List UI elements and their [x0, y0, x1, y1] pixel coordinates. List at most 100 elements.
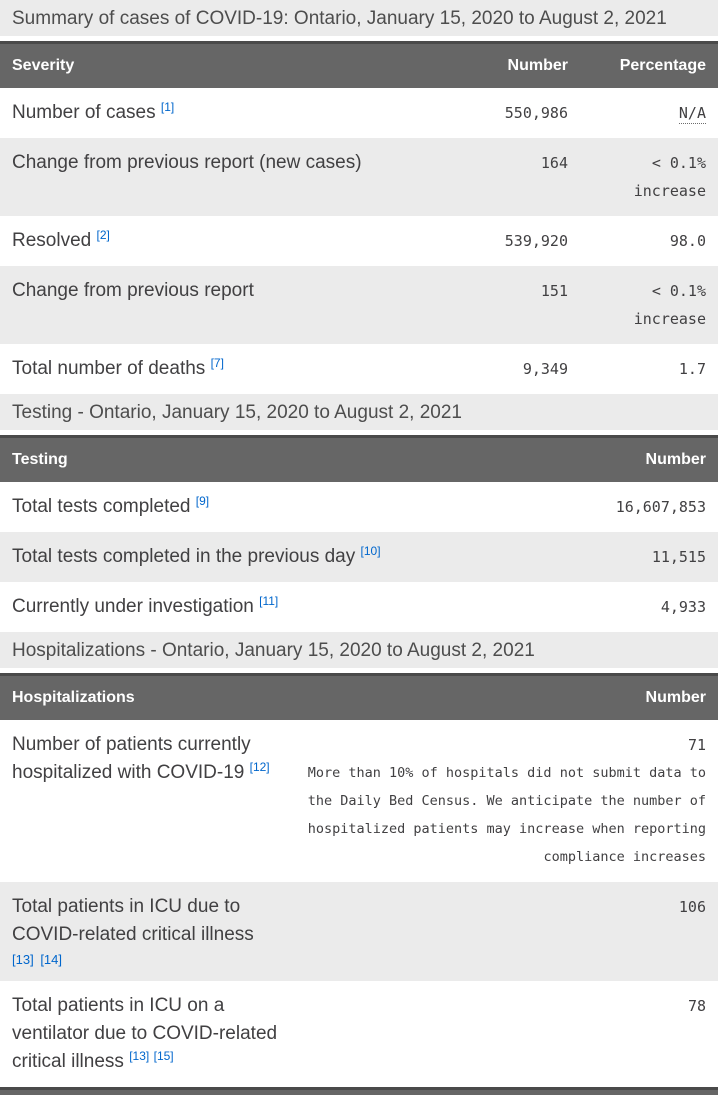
row-number: 71	[687, 736, 706, 754]
footnote-link[interactable]: [2]	[96, 227, 110, 242]
row-label: Resolved	[12, 230, 92, 251]
row-label-cell: Total tests completed [9]	[0, 482, 538, 532]
row-percentage-cell: N/A	[580, 88, 718, 138]
testing-table: Testing Number Total tests completed [9]…	[0, 435, 718, 632]
column-header-severity: Severity	[0, 41, 430, 88]
table-row: Total patients in ICU due to COVID-relat…	[0, 882, 718, 981]
partial-next-table-header	[0, 1087, 718, 1095]
column-header-number: Number	[295, 673, 718, 720]
footnote-link[interactable]: [11]	[259, 593, 279, 608]
hospitalizations-table: Hospitalizations Number Number of patien…	[0, 673, 718, 1087]
na-abbreviation: N/A	[678, 104, 706, 124]
column-header-number: Number	[538, 435, 718, 482]
footnote-link[interactable]: [1]	[160, 99, 175, 114]
row-label: Currently under investigation	[12, 596, 254, 617]
hospitalizations-section-title: Hospitalizations - Ontario, January 15, …	[0, 632, 718, 668]
percentage-line: < 0.1%	[651, 282, 706, 300]
table-row: Currently under investigation [11] 4,933	[0, 582, 718, 632]
row-number: 550,986	[504, 104, 568, 122]
row-number: 78	[687, 997, 706, 1015]
footnote-link[interactable]: [10]	[360, 543, 381, 558]
row-label-cell: Change from previous report	[0, 266, 430, 344]
footnote-link[interactable]: [7]	[210, 355, 224, 370]
severity-table: Severity Number Percentage Number of cas…	[0, 41, 718, 394]
row-number: 539,920	[504, 232, 568, 250]
table-row: Number of cases [1] 550,986 N/A	[0, 88, 718, 138]
row-number: 151	[540, 282, 568, 300]
row-percentage-cell: 98.0	[580, 216, 718, 266]
percentage-line: < 0.1%	[651, 154, 706, 172]
row-label: Total tests completed in the previous da…	[12, 546, 356, 567]
severity-section: Severity Number Percentage Number of cas…	[0, 41, 718, 394]
row-number: 16,607,853	[615, 498, 706, 516]
row-number-cell: 71 More than 10% of hospitals did not sub…	[295, 720, 718, 882]
footnote-refs: [13] [14]	[12, 950, 283, 970]
row-number: 106	[678, 898, 706, 916]
page-title: Summary of cases of COVID-19: Ontario, J…	[0, 0, 718, 36]
row-label: Total number of deaths	[12, 358, 206, 379]
testing-table-header-row: Testing Number	[0, 435, 718, 482]
row-label: Change from previous report (new cases)	[12, 152, 362, 173]
row-label-cell: Change from previous report (new cases)	[0, 138, 430, 216]
percentage-line: N/A	[592, 99, 706, 127]
footnote-refs: [10]	[361, 542, 381, 559]
row-number-cell: 106	[295, 882, 718, 981]
table-row: Change from previous report (new cases) 1…	[0, 138, 718, 216]
row-percentage-cell: < 0.1% increase	[580, 266, 718, 344]
column-header-number: Number	[430, 41, 580, 88]
row-label: Number of patients currently hospitalize…	[12, 734, 251, 783]
row-label: Total tests completed	[12, 496, 191, 517]
row-number-cell: 16,607,853	[538, 482, 718, 532]
percentage-line: 1.7	[678, 360, 706, 378]
percentage-line: increase	[633, 182, 706, 200]
footnote-link[interactable]: [15]	[153, 1048, 174, 1063]
footnote-link[interactable]: [12]	[249, 759, 270, 774]
footnote-link[interactable]: [13]	[129, 1048, 150, 1063]
row-label-cell: Resolved [2]	[0, 216, 430, 266]
footnote-link[interactable]: [14]	[40, 952, 62, 967]
footnote-link[interactable]: [13]	[12, 952, 34, 967]
row-number-cell: 539,920	[430, 216, 580, 266]
footnote-refs: [9]	[196, 492, 209, 509]
row-label: Total patients in ICU due to COVID-relat…	[12, 896, 254, 945]
row-note: More than 10% of hospitals did not submi…	[307, 765, 706, 865]
column-header-testing: Testing	[0, 435, 538, 482]
table-row: Resolved [2] 539,920 98.0	[0, 216, 718, 266]
footnote-link[interactable]: [9]	[195, 493, 210, 508]
column-header-percentage: Percentage	[580, 41, 718, 88]
column-header-hospitalizations: Hospitalizations	[0, 673, 295, 720]
row-number-cell: 4,933	[538, 582, 718, 632]
table-row: Change from previous report 151 < 0.1% incr…	[0, 266, 718, 344]
row-number-cell: 151	[430, 266, 580, 344]
row-percentage-cell: < 0.1% increase	[580, 138, 718, 216]
row-label-cell: Total patients in ICU due to COVID-relat…	[0, 882, 295, 981]
footnote-refs: [1]	[161, 98, 174, 115]
row-label-cell: Number of cases [1]	[0, 88, 430, 138]
percentage-line: 98.0	[669, 232, 706, 250]
testing-section: Testing - Ontario, January 15, 2020 to A…	[0, 394, 718, 632]
row-number-cell: 78	[295, 981, 718, 1087]
row-label-cell: Number of patients currently hospitalize…	[0, 720, 295, 882]
table-row: Number of patients currently hospitalize…	[0, 720, 718, 882]
row-label-cell: Total number of deaths [7]	[0, 344, 430, 394]
row-number: 11,515	[651, 548, 706, 566]
row-number-cell: 164	[430, 138, 580, 216]
row-number-cell: 11,515	[538, 532, 718, 582]
row-label-cell: Total tests completed in the previous da…	[0, 532, 538, 582]
row-label: Number of cases	[12, 102, 156, 123]
hospitalizations-section: Hospitalizations - Ontario, January 15, …	[0, 632, 718, 1087]
table-row: Total number of deaths [7] 9,349 1.7	[0, 344, 718, 394]
row-label: Change from previous report	[12, 280, 254, 301]
testing-section-title: Testing - Ontario, January 15, 2020 to A…	[0, 394, 718, 430]
table-row: Total tests completed [9] 16,607,853	[0, 482, 718, 532]
row-label-cell: Currently under investigation [11]	[0, 582, 538, 632]
row-number-cell: 9,349	[430, 344, 580, 394]
row-number: 9,349	[522, 360, 568, 378]
table-row: Total tests completed in the previous da…	[0, 532, 718, 582]
row-number: 164	[540, 154, 568, 172]
percentage-line: increase	[633, 310, 706, 328]
table-row: Total patients in ICU on a ventilator du…	[0, 981, 718, 1087]
row-label-cell: Total patients in ICU on a ventilator du…	[0, 981, 295, 1087]
row-percentage-cell: 1.7	[580, 344, 718, 394]
row-number-cell: 550,986	[430, 88, 580, 138]
